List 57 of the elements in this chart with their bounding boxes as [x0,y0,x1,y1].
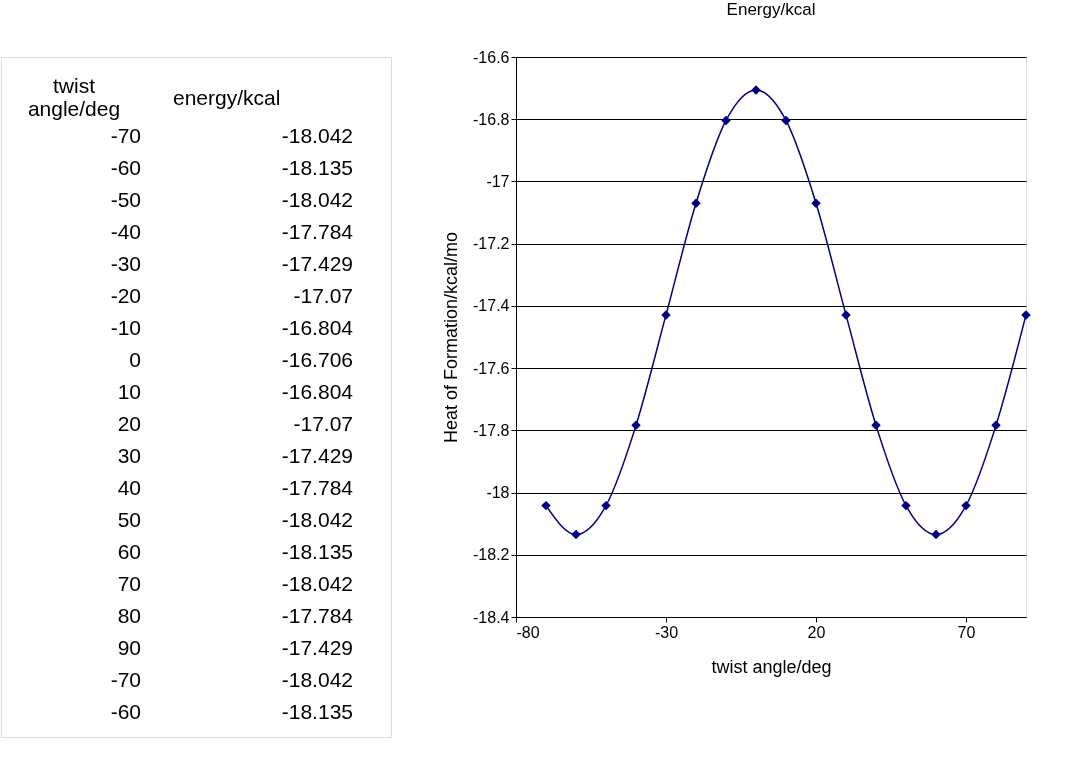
text: 10 [117,380,141,403]
text: 80 [117,604,141,627]
text: -60 [110,156,141,179]
text: -18.135 [281,540,353,563]
y-axis-title: Heat of Formation/kcal/mo [441,231,462,444]
text: -17.429 [281,252,353,275]
text: energy/kcal [173,86,281,109]
y-tick-label: -18.2 [473,546,510,564]
text: twist angle/deg [27,74,121,120]
text: 90 [117,636,141,659]
text: -17.784 [281,604,354,627]
x-tick-label: -80 [516,623,540,641]
y-tick-label: -17.4 [473,297,510,315]
text: -17.784 [281,220,354,243]
text: -70 [110,668,141,691]
text: -16.804 [281,380,354,403]
text: -17.07 [293,284,353,307]
y-tick-label: -17.6 [473,359,510,377]
text: 60 [117,540,141,563]
text: -60 [110,700,141,723]
text: -17.429 [281,444,353,467]
text: -16.706 [281,348,353,371]
text: -18.042 [281,572,353,595]
x-axis-title: twist angle/deg [711,656,832,677]
y-tick-label: -18.4 [473,608,510,626]
text: 70 [117,572,141,595]
text: -70 [110,124,141,147]
text: -18.042 [281,124,353,147]
x-tick-label: 70 [957,623,976,641]
text: -40 [110,220,141,243]
text: -18.042 [281,668,353,691]
text: -18.135 [281,700,353,723]
text: 30 [117,444,141,467]
text: -10 [110,316,141,339]
text: -17.784 [281,476,354,499]
text: 0 [129,348,141,371]
text: -30 [110,252,141,275]
text: -17.429 [281,636,353,659]
chart-title: Energy/kcal [726,0,816,19]
text: 50 [117,508,141,531]
text: -18.135 [281,156,353,179]
text: -18.042 [281,508,353,531]
text: 40 [117,476,141,499]
y-tick-label: -16.6 [473,48,510,66]
y-tick-label: -16.8 [473,110,510,128]
text: -20 [110,284,141,307]
text: -17.07 [293,412,353,435]
x-tick-label: 20 [807,623,826,641]
y-tick-label: -17.8 [473,421,510,439]
text: -18.042 [281,188,353,211]
y-tick-label: -17.2 [473,235,510,253]
text: 20 [117,412,141,435]
text: -50 [110,188,141,211]
y-tick-label: -18 [486,484,510,502]
y-tick-label: -17 [486,172,510,190]
x-tick-label: -30 [654,623,679,641]
text: -16.804 [281,316,354,339]
